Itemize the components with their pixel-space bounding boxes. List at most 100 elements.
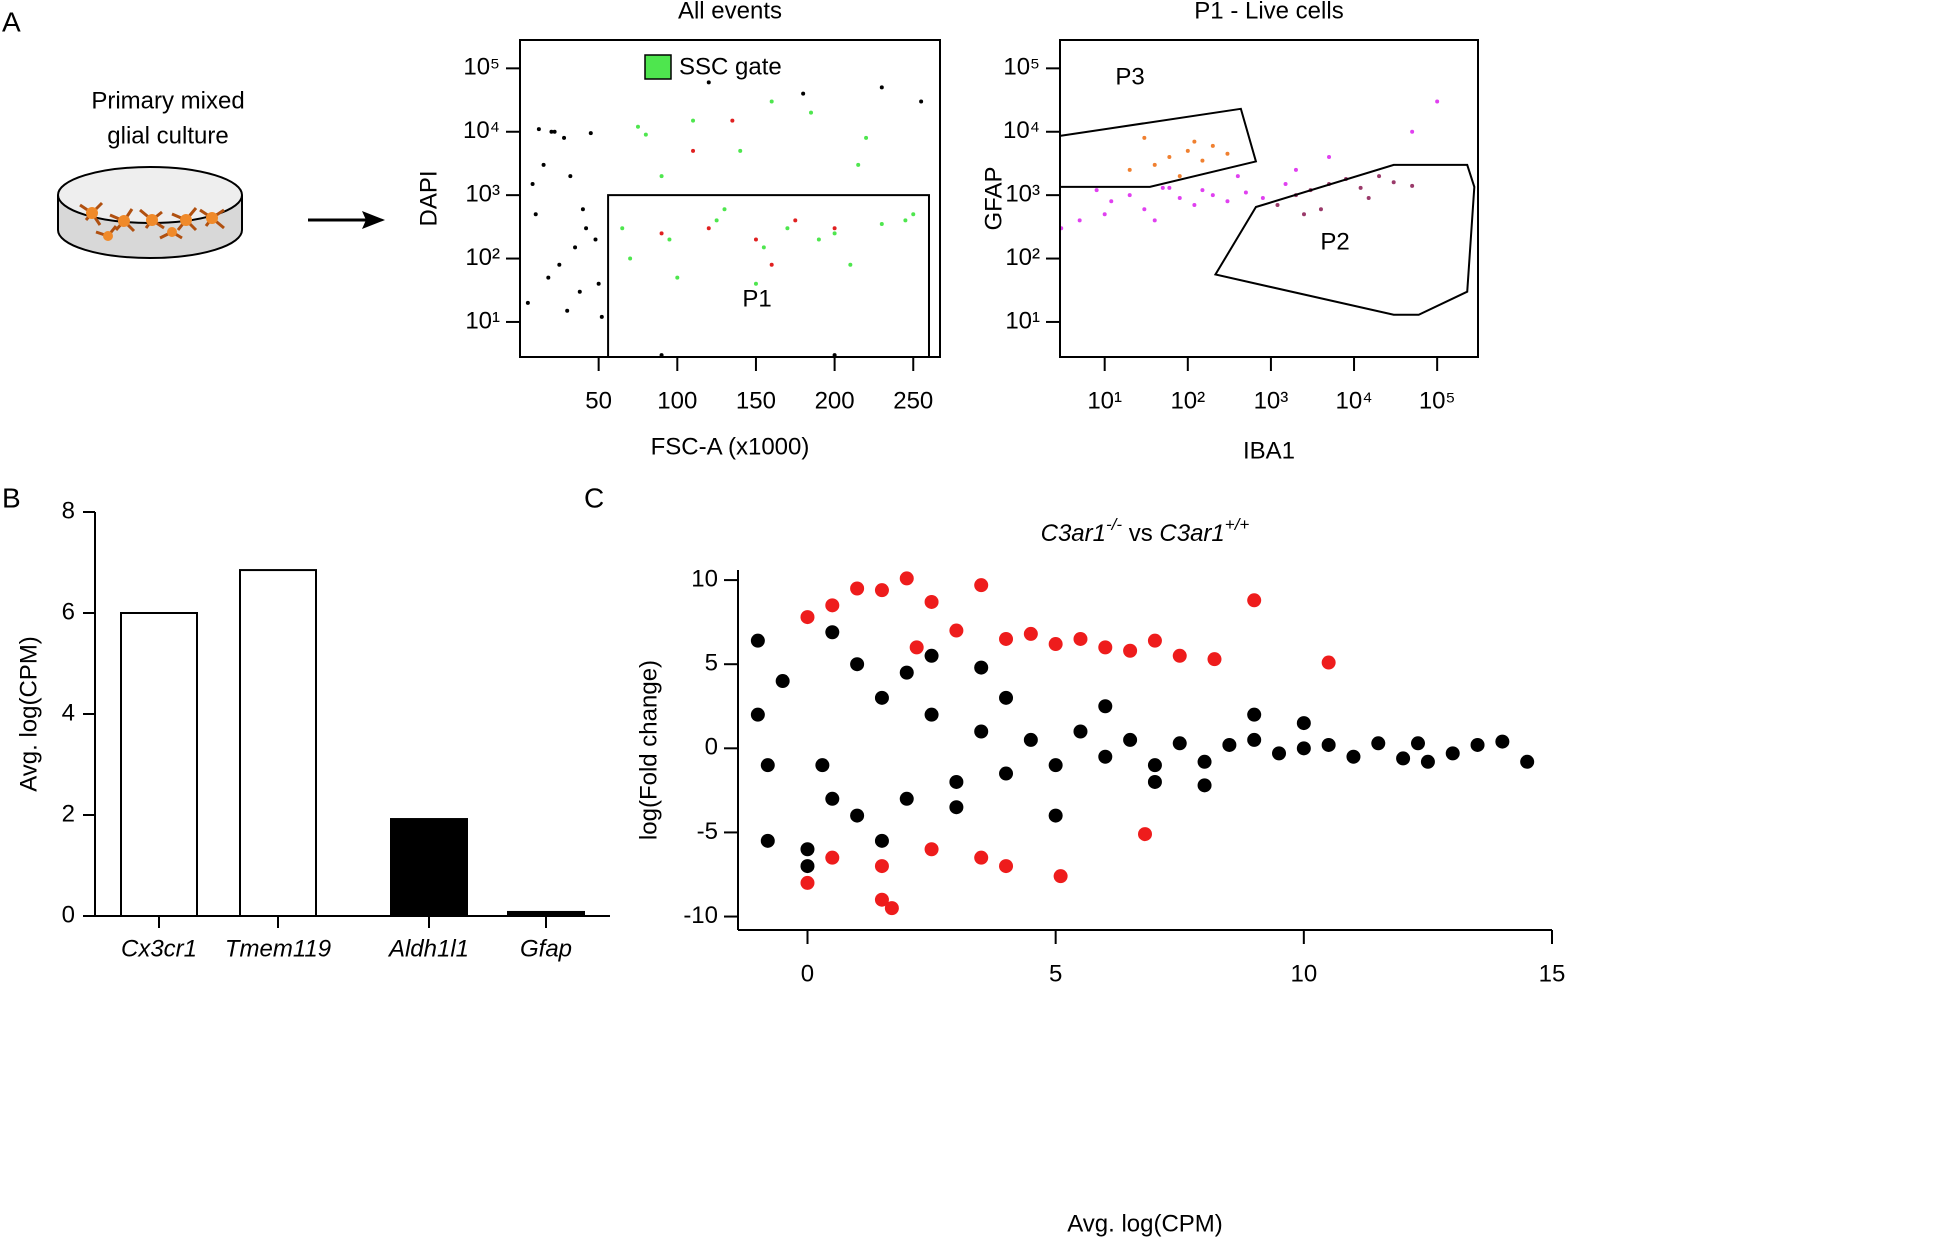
point <box>1321 655 1336 670</box>
point <box>599 314 604 319</box>
point <box>1197 754 1212 769</box>
point <box>525 300 530 305</box>
point <box>999 859 1014 874</box>
panel-label: B <box>2 482 21 513</box>
x-tick-label: 0 <box>801 960 814 987</box>
point <box>1346 749 1361 764</box>
point <box>999 631 1014 646</box>
point <box>643 132 648 137</box>
y-tick-label: 10⁵ <box>1003 54 1040 81</box>
bar <box>239 569 317 917</box>
point <box>775 674 790 689</box>
point <box>1235 174 1240 179</box>
point <box>899 665 914 680</box>
point <box>584 226 589 231</box>
point <box>899 571 914 586</box>
chart-title: All events <box>678 0 782 24</box>
title-part: -/- <box>1106 515 1122 534</box>
x-tick-label: 100 <box>657 387 697 414</box>
point <box>1445 746 1460 761</box>
y-tick-label: 10¹ <box>465 307 500 334</box>
point <box>785 226 790 231</box>
point <box>635 124 640 129</box>
schematic-text: glial culture <box>107 122 228 149</box>
point <box>1296 741 1311 756</box>
y-tick-label: 10³ <box>465 180 500 207</box>
point <box>1048 808 1063 823</box>
title-part: vs <box>1122 520 1159 547</box>
point <box>691 148 696 153</box>
point <box>1410 129 1415 134</box>
point <box>1109 199 1114 204</box>
y-axis-label: log(Fold change) <box>635 660 662 840</box>
y-tick-label: 10² <box>1005 244 1040 271</box>
point <box>1371 736 1386 751</box>
y-tick-label: 0 <box>62 901 75 928</box>
point <box>1142 207 1147 212</box>
point <box>1192 202 1197 207</box>
point <box>919 99 924 104</box>
point <box>1048 637 1063 652</box>
point <box>949 623 964 638</box>
plot-frame <box>1059 39 1479 358</box>
point <box>1225 151 1230 156</box>
point <box>974 850 989 865</box>
point <box>738 148 743 153</box>
bar <box>390 818 468 917</box>
point <box>1301 212 1306 217</box>
point <box>1172 648 1187 663</box>
point <box>760 833 775 848</box>
point <box>753 237 758 242</box>
point <box>1123 643 1138 658</box>
x-tick-label: 10⁵ <box>1419 387 1456 414</box>
point <box>588 131 593 136</box>
point <box>1391 180 1396 185</box>
y-tick-label: 4 <box>62 699 75 726</box>
point <box>1197 778 1212 793</box>
point <box>706 80 711 85</box>
point <box>1207 652 1222 667</box>
point <box>667 237 672 242</box>
point <box>1358 185 1363 190</box>
point <box>1023 732 1038 747</box>
gate-label: P3 <box>1115 63 1144 90</box>
point <box>769 262 774 267</box>
y-tick-label: -10 <box>683 902 718 929</box>
point <box>549 129 554 134</box>
x-tick-label: 5 <box>1049 960 1062 987</box>
point <box>1138 827 1152 842</box>
x-tick-label: 10¹ <box>1087 387 1122 414</box>
arrow-head <box>362 211 385 229</box>
y-tick-label: 5 <box>705 650 718 677</box>
points <box>1059 99 1440 231</box>
x-tick-label: 50 <box>585 387 612 414</box>
gate-label: P1 <box>742 285 771 312</box>
point <box>565 308 570 313</box>
point <box>1152 162 1157 167</box>
point <box>1098 699 1113 714</box>
point <box>1210 193 1215 198</box>
y-tick-label: 10⁴ <box>463 117 500 144</box>
point <box>1177 196 1182 201</box>
y-axis-label: GFAP <box>980 166 1007 230</box>
point <box>974 660 989 675</box>
point <box>924 707 939 722</box>
point <box>974 578 989 593</box>
x-tick-label: Tmem119 <box>225 935 331 962</box>
point <box>1123 732 1138 747</box>
chart: 0 5 10 15 -10 -5 0 5 10 Avg. log(CPM) log(Fold cha… <box>635 515 1565 1237</box>
point <box>848 262 853 267</box>
point <box>1222 737 1237 752</box>
point <box>533 212 538 217</box>
point <box>596 281 601 286</box>
point <box>879 85 884 90</box>
point <box>949 800 964 815</box>
point <box>1470 737 1485 752</box>
legend-label: SSC gate <box>679 53 782 80</box>
point <box>825 850 840 865</box>
point <box>577 289 582 294</box>
point <box>1396 751 1411 766</box>
point <box>1053 869 1068 884</box>
point <box>816 237 821 242</box>
